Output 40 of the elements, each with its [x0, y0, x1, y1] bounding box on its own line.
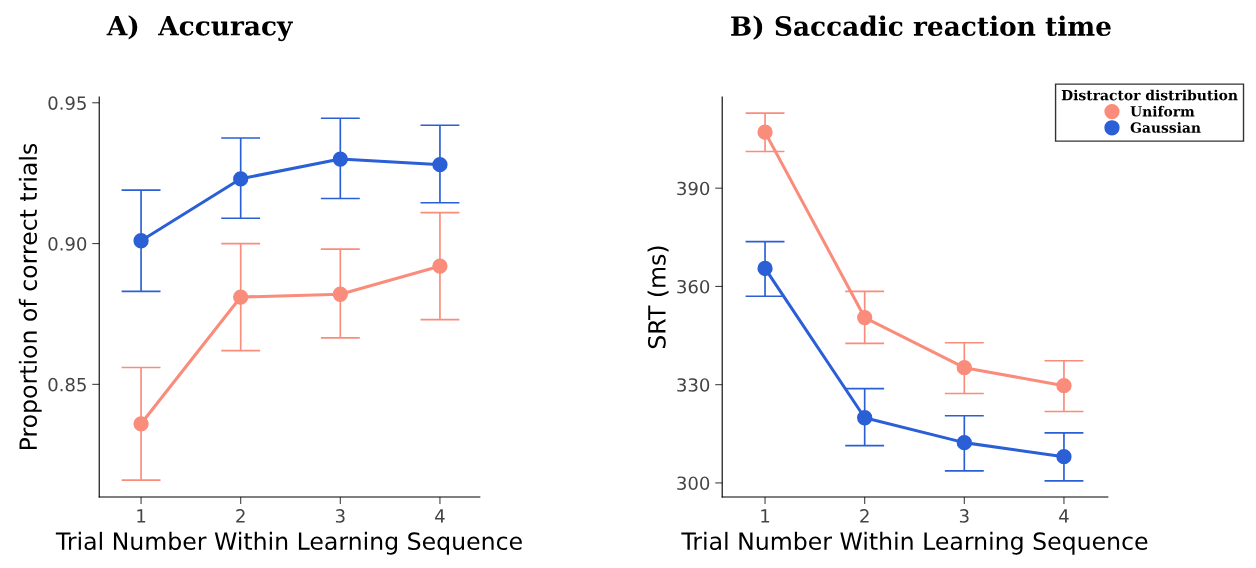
- legend-label: Uniform: [1130, 105, 1195, 117]
- y-tick-label: 0.85: [48, 377, 86, 392]
- y-axis-title: Proportion of correct trials: [18, 143, 42, 450]
- x-axis-title: Trial Number Within Learning Sequence: [681, 531, 1148, 555]
- x-axis-title: Trial Number Within Learning Sequence: [55, 531, 522, 555]
- point: [133, 233, 149, 249]
- y-tick-label: 330: [677, 378, 710, 392]
- point: [233, 289, 249, 305]
- point: [1056, 449, 1072, 465]
- point: [757, 124, 773, 140]
- x-tick-label: 1: [761, 509, 770, 523]
- legend-title: Distractor distribution: [1061, 89, 1238, 101]
- y-tick-label: 390: [677, 181, 710, 196]
- point: [857, 309, 873, 326]
- point: [133, 416, 149, 432]
- x-tick-label: 3: [959, 509, 969, 523]
- point: [332, 286, 348, 302]
- y-axis-title: SRT (ms): [647, 246, 669, 349]
- point: [233, 171, 249, 187]
- x-tick-label: 1: [137, 509, 146, 523]
- legend-label: Gaussian: [1130, 122, 1201, 133]
- y-tick-label: 0.95: [48, 96, 86, 110]
- x-tick-label: 2: [236, 509, 245, 523]
- point: [332, 151, 348, 167]
- chart-title: A) Accuracy: [106, 15, 293, 42]
- x-tick-label: 4: [1059, 509, 1069, 523]
- point: [432, 258, 448, 274]
- y-tick-label: 360: [677, 279, 710, 294]
- point: [857, 410, 873, 426]
- point: [956, 434, 972, 451]
- point: [757, 260, 773, 277]
- x-tick-label: 4: [435, 509, 445, 523]
- x-tick-label: 2: [860, 509, 869, 523]
- y-tick-label: 0.90: [48, 237, 87, 251]
- y-tick-label: 300: [677, 476, 710, 491]
- point: [956, 359, 972, 376]
- point: [1056, 378, 1072, 394]
- x-tick-label: 3: [335, 509, 345, 523]
- chart-title: B) Saccadic reaction time: [731, 15, 1111, 40]
- point: [432, 157, 448, 173]
